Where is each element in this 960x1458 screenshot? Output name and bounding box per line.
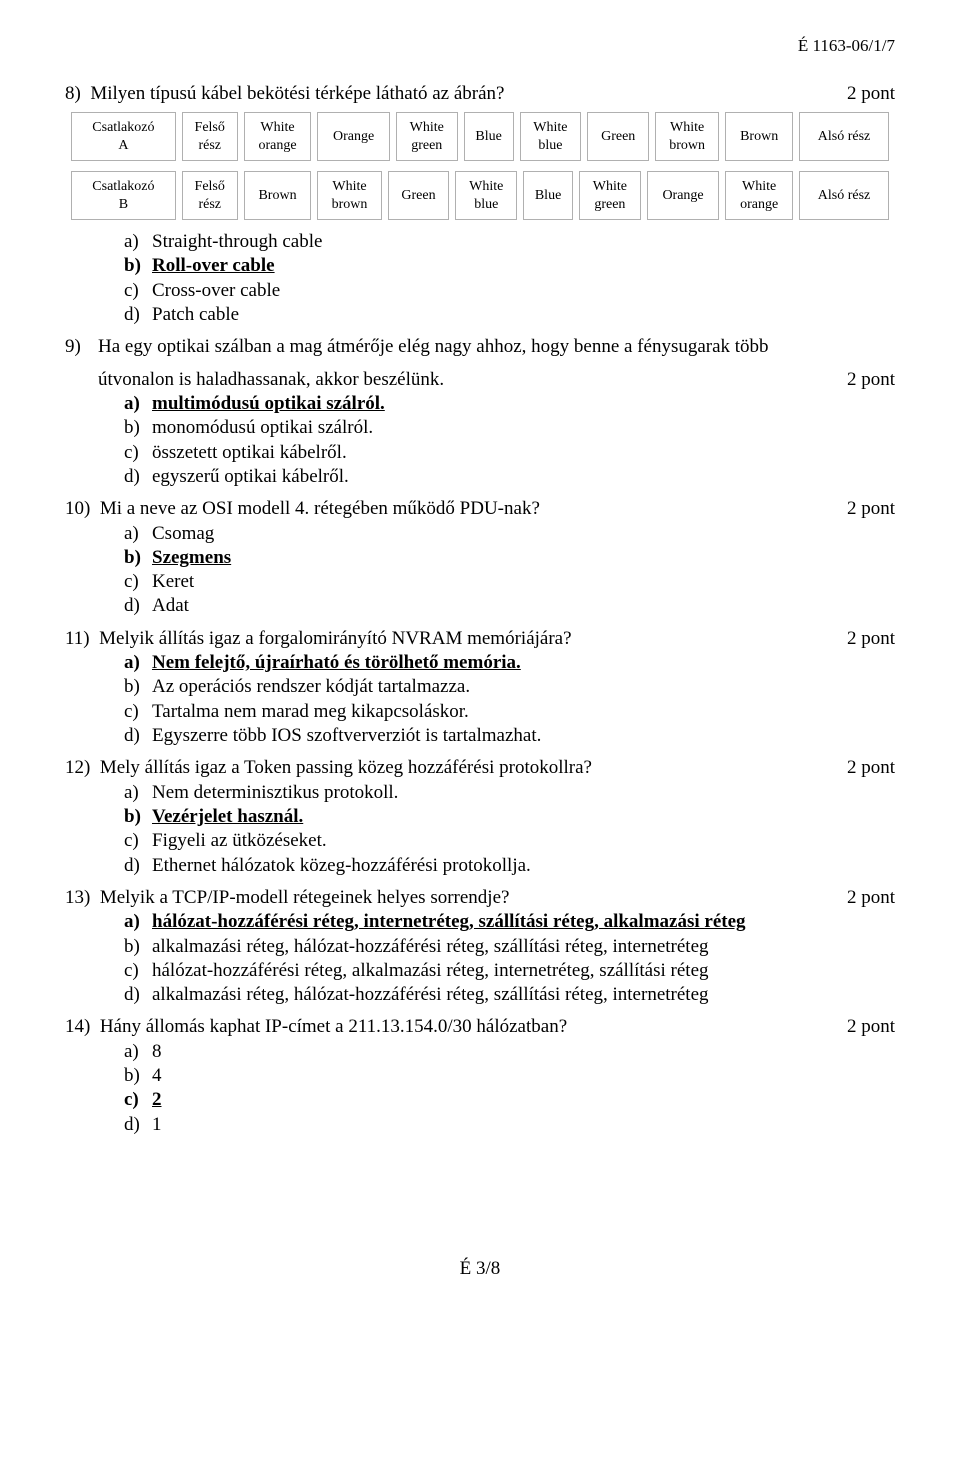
q14-opt-a: a)8 xyxy=(124,1040,895,1064)
q9-opt-b: b)monomódusú optikai szálról. xyxy=(124,416,895,440)
q14-num: 14) xyxy=(65,1016,90,1037)
q9-opt-a: a)multimódusú optikai szálról. xyxy=(124,392,895,416)
t2-c11: Alsó rész xyxy=(799,171,889,220)
q14-options: a)8 b)4 c)2 d)1 xyxy=(124,1040,895,1137)
t1-c7: Whiteblue xyxy=(520,112,582,161)
q10-num: 10) xyxy=(65,498,90,519)
q11-options: a)Nem felejtő, újraírható és törölhető m… xyxy=(124,651,895,748)
q8-num: 8) xyxy=(65,83,81,104)
q13-num: 13) xyxy=(65,887,90,908)
t1-c8: Green xyxy=(587,112,649,161)
question-14: 14) Hány állomás kaphat IP-címet a 211.1… xyxy=(65,1015,895,1039)
t1-c10: Brown xyxy=(725,112,793,161)
cable-table-a: CsatlakozóA Felsőrész Whiteorange Orange… xyxy=(65,112,895,161)
q8-options: a)Straight-through cable b)Roll-over cab… xyxy=(124,230,895,327)
t1-c5: Whitegreen xyxy=(396,112,458,161)
q10-points: 2 pont xyxy=(847,497,895,521)
q10-opt-b: b)Szegmens xyxy=(124,546,895,570)
q13-points: 2 pont xyxy=(847,886,895,910)
q11-num: 11) xyxy=(65,628,90,649)
q13-opt-b: b)alkalmazási réteg, hálózat-hozzáférési… xyxy=(124,935,895,959)
q12-opt-b: b)Vezérjelet használ. xyxy=(124,805,895,829)
q13-options: a)hálózat-hozzáférési réteg, internetrét… xyxy=(124,910,895,1007)
q11-opt-a: a)Nem felejtő, újraírható és törölhető m… xyxy=(124,651,895,675)
t1-c2: Felsőrész xyxy=(182,112,238,161)
question-11: 11) Melyik állítás igaz a forgalomirányí… xyxy=(65,627,895,651)
q14-opt-c: c)2 xyxy=(124,1088,895,1112)
question-8-text: 8) Milyen típusú kábel bekötési térképe … xyxy=(65,82,837,106)
t2-c3: Brown xyxy=(244,171,312,220)
q8-points: 2 pont xyxy=(847,82,895,106)
q13-opt-d: d)alkalmazási réteg, hálózat-hozzáférési… xyxy=(124,983,895,1007)
q12-options: a)Nem determinisztikus protokoll. b)Vezé… xyxy=(124,781,895,878)
t1-c9: Whitebrown xyxy=(655,112,719,161)
q13-opt-c: c)hálózat-hozzáférési réteg, alkalmazási… xyxy=(124,959,895,983)
q8-opt-d: d)Patch cable xyxy=(124,303,895,327)
t2-c1: CsatlakozóB xyxy=(71,171,176,220)
q14-opt-d: d)1 xyxy=(124,1113,895,1137)
question-12: 12) Mely állítás igaz a Token passing kö… xyxy=(65,756,895,780)
q11-opt-d: d)Egyszerre több IOS szoftververziót is … xyxy=(124,724,895,748)
q13-opt-a: a)hálózat-hozzáférési réteg, internetrét… xyxy=(124,910,895,934)
q14-opt-b: b)4 xyxy=(124,1064,895,1088)
q9-points: 2 pont xyxy=(847,368,895,392)
t2-c10: Whiteorange xyxy=(725,171,793,220)
q9-options: a)multimódusú optikai szálról. b)monomód… xyxy=(124,392,895,489)
t2-c8: Whitegreen xyxy=(579,171,641,220)
question-9: 9) Ha egy optikai szálban a mag átmérője… xyxy=(65,335,895,392)
t1-c4: Orange xyxy=(317,112,390,161)
q10-options: a)Csomag b)Szegmens c)Keret d)Adat xyxy=(124,522,895,619)
question-13: 13) Melyik a TCP/IP-modell rétegeinek he… xyxy=(65,886,895,910)
q8-opt-c: c)Cross-over cable xyxy=(124,279,895,303)
q14-points: 2 pont xyxy=(847,1015,895,1039)
question-8: 8) Milyen típusú kábel bekötési térképe … xyxy=(65,82,895,106)
q12-points: 2 pont xyxy=(847,756,895,780)
q10-opt-c: c)Keret xyxy=(124,570,895,594)
q9-opt-d: d)egyszerű optikai kábelről. xyxy=(124,465,895,489)
q13-text: Melyik a TCP/IP-modell rétegeinek helyes… xyxy=(100,887,510,908)
q8-opt-b: b)Roll-over cable xyxy=(124,254,895,278)
t2-c5: Green xyxy=(388,171,450,220)
question-10: 10) Mi a neve az OSI modell 4. rétegében… xyxy=(65,497,895,521)
t1-c11: Alsó rész xyxy=(799,112,889,161)
q12-opt-c: c)Figyeli az ütközéseket. xyxy=(124,829,895,853)
q9-opt-c: c)összetett optikai kábelről. xyxy=(124,441,895,465)
q12-opt-a: a)Nem determinisztikus protokoll. xyxy=(124,781,895,805)
t2-c9: Orange xyxy=(647,171,720,220)
t2-c7: Blue xyxy=(523,171,573,220)
q9-text2: útvonalon is haladhassanak, akkor beszél… xyxy=(98,368,837,392)
q10-text: Mi a neve az OSI modell 4. rétegében műk… xyxy=(100,498,540,519)
q12-text: Mely állítás igaz a Token passing közeg … xyxy=(100,757,592,778)
q8-opt-a: a)Straight-through cable xyxy=(124,230,895,254)
q11-opt-c: c)Tartalma nem marad meg kikapcsoláskor. xyxy=(124,700,895,724)
header-code: É 1163-06/1/7 xyxy=(65,35,895,57)
t1-c1: CsatlakozóA xyxy=(71,112,176,161)
q9-num: 9) xyxy=(65,335,98,359)
q8-text: Milyen típusú kábel bekötési térképe lát… xyxy=(90,83,504,104)
page-footer: É 3/8 xyxy=(65,1257,895,1281)
q10-opt-a: a)Csomag xyxy=(124,522,895,546)
t2-c2: Felsőrész xyxy=(182,171,238,220)
cable-table-b: CsatlakozóB Felsőrész Brown Whitebrown G… xyxy=(65,171,895,220)
t1-c3: Whiteorange xyxy=(244,112,312,161)
q11-opt-b: b)Az operációs rendszer kódját tartalmaz… xyxy=(124,675,895,699)
t2-c4: Whitebrown xyxy=(317,171,381,220)
q10-opt-d: d)Adat xyxy=(124,594,895,618)
q9-text1: Ha egy optikai szálban a mag átmérője el… xyxy=(98,335,769,359)
q12-num: 12) xyxy=(65,757,90,778)
q11-points: 2 pont xyxy=(847,627,895,651)
q11-text: Melyik állítás igaz a forgalomirányító N… xyxy=(99,628,571,649)
page: É 1163-06/1/7 8) Milyen típusú kábel bek… xyxy=(0,0,960,1311)
q14-text: Hány állomás kaphat IP-címet a 211.13.15… xyxy=(100,1016,567,1037)
t1-c6: Blue xyxy=(464,112,514,161)
q12-opt-d: d)Ethernet hálózatok közeg-hozzáférési p… xyxy=(124,854,895,878)
t2-c6: Whiteblue xyxy=(455,171,517,220)
